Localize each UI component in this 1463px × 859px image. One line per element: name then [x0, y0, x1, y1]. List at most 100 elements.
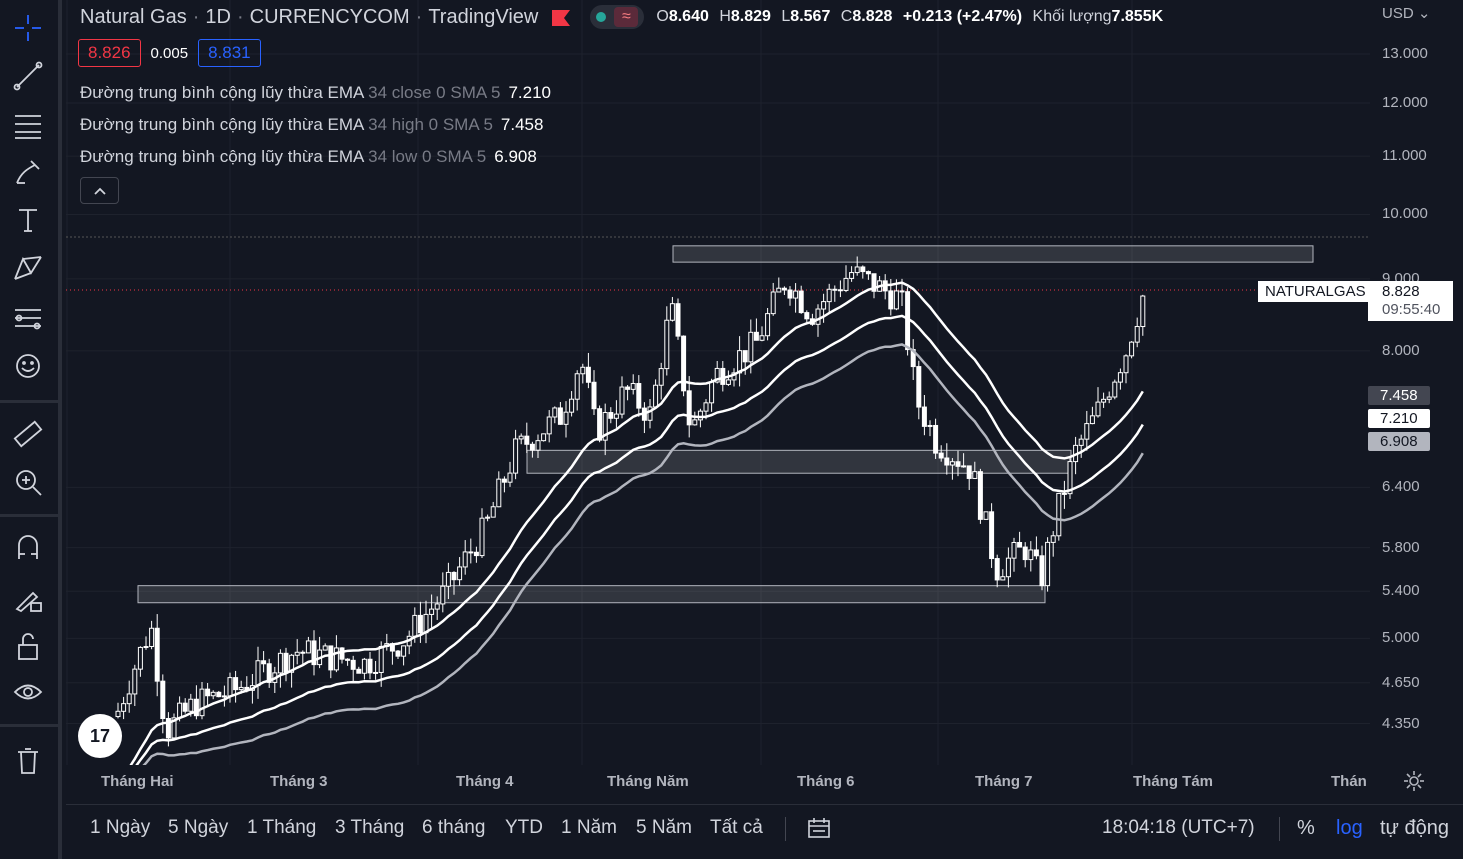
percent-toggle[interactable]: % [1297, 817, 1315, 839]
indicator-ema-low[interactable]: Đường trung bình cộng lũy thừa EMA 34 lo… [80, 147, 537, 166]
zoom-in-icon[interactable] [6, 462, 50, 502]
candle-body [401, 645, 407, 657]
candle-body [580, 366, 586, 375]
candle-body [753, 331, 759, 341]
crosshair-icon[interactable] [6, 8, 50, 48]
zone-rectangle [526, 449, 1072, 474]
candle-body [1084, 423, 1090, 440]
candle-body [1056, 492, 1062, 537]
interval-label[interactable]: 1D [205, 5, 231, 28]
emoji-icon[interactable] [6, 346, 50, 386]
candle-body [916, 366, 922, 408]
brush-icon[interactable] [6, 152, 50, 192]
eye-icon[interactable] [6, 672, 50, 712]
fib-retracement-icon[interactable] [6, 104, 50, 144]
gear-icon[interactable] [1403, 770, 1425, 792]
range-1m[interactable]: 1 Tháng [247, 817, 317, 838]
candle-body [1005, 557, 1011, 578]
candle-body [737, 350, 743, 374]
candle-body [1106, 396, 1112, 400]
candle-body [865, 271, 871, 275]
candle-body [961, 465, 967, 468]
trend-line-icon[interactable] [6, 56, 50, 96]
auto-toggle[interactable]: tự động [1380, 817, 1449, 839]
market-status-pill[interactable]: ≈ [590, 5, 645, 29]
symbol-name[interactable]: Natural Gas [80, 5, 187, 28]
candle-body [658, 368, 664, 386]
range-ytd[interactable]: YTD [505, 817, 543, 838]
range-3m[interactable]: 3 Tháng [335, 817, 405, 838]
candle-body [714, 367, 720, 383]
candle-body [563, 411, 569, 425]
candle-body [356, 668, 362, 674]
magnet-icon[interactable] [6, 528, 50, 568]
collapse-legend-button[interactable] [80, 177, 119, 204]
lock-icon[interactable] [6, 626, 50, 666]
candle-body [1095, 401, 1101, 417]
log-toggle[interactable]: log [1336, 817, 1363, 839]
date-range-icon[interactable] [807, 817, 831, 839]
candle-body [451, 571, 457, 581]
candle-body [697, 410, 703, 421]
price-tick-label: 4.350 [1382, 714, 1420, 732]
pattern-icon[interactable] [6, 248, 50, 288]
price-tick-label: 12.000 [1382, 93, 1428, 111]
bottom-toolbar: 1 Ngày 5 Ngày 1 Tháng 3 Tháng 6 tháng YT… [66, 804, 1463, 859]
candle-body [843, 277, 849, 291]
candle-body [143, 646, 149, 649]
text-icon[interactable] [6, 200, 50, 240]
candle-body [501, 478, 507, 483]
candle-body [300, 651, 306, 654]
candle-body [849, 272, 855, 279]
divider [785, 817, 786, 841]
candle-body [485, 516, 491, 519]
flag-icon[interactable] [552, 9, 571, 26]
price-tick-label: 13.000 [1382, 45, 1428, 62]
candle-body [205, 688, 211, 697]
toolbar-divider [0, 724, 62, 727]
prediction-icon[interactable] [6, 298, 50, 338]
candle-body [989, 511, 995, 560]
candle-body [126, 693, 132, 705]
range-5d[interactable]: 5 Ngày [168, 817, 229, 838]
candle-body [429, 608, 435, 615]
candle-body [283, 652, 289, 673]
candle-body [686, 390, 692, 426]
title-separator: · [415, 5, 423, 28]
lock-drawing-icon[interactable] [6, 578, 50, 618]
tradingview-logo[interactable]: 17 [78, 714, 122, 758]
ema-close-line [135, 314, 1144, 765]
candle-body [899, 290, 905, 293]
range-6m[interactable]: 6 tháng [422, 817, 486, 838]
range-5y[interactable]: 5 Năm [636, 817, 692, 838]
range-1d[interactable]: 1 Ngày [90, 817, 151, 838]
candle-body [776, 287, 782, 293]
indicator-ema-close[interactable]: Đường trung bình cộng lũy thừa EMA 34 cl… [80, 83, 551, 102]
market-open-icon [596, 12, 607, 22]
candle-body [798, 290, 804, 314]
range-all[interactable]: Tất cả [710, 817, 763, 838]
spread-value: 0.005 [150, 44, 189, 62]
candle-body [1000, 576, 1006, 581]
candle-body [1129, 341, 1135, 357]
sell-button[interactable]: 8.826 [78, 39, 141, 67]
price-axis[interactable]: USD ⌄ 13.000 12.000 11.000 10.000 9.000 8.000… [1368, 0, 1463, 800]
buy-button[interactable]: 8.831 [198, 39, 261, 67]
currency-selector[interactable]: USD ⌄ [1382, 5, 1431, 22]
ruler-icon[interactable] [6, 414, 50, 454]
range-1y[interactable]: 1 Năm [561, 817, 617, 838]
clock-timezone[interactable]: 18:04:18 (UTC+7) [1102, 817, 1255, 838]
chart-pane[interactable] [66, 0, 1463, 800]
time-label: Thán [1331, 773, 1367, 790]
zone-rectangle [137, 585, 1046, 604]
candle-body [535, 440, 541, 451]
chart-legend: Natural Gas · 1D · CURRENCYCOM · Trading… [80, 4, 1163, 30]
candle-body [1022, 546, 1028, 561]
trash-icon[interactable] [6, 740, 50, 780]
candle-body [854, 266, 860, 274]
candle-body [994, 558, 1000, 581]
indicator-ema-high[interactable]: Đường trung bình cộng lũy thừa EMA 34 hi… [80, 115, 544, 134]
price-plot[interactable] [66, 0, 1370, 765]
volume-label: Khối lượng [1032, 8, 1112, 25]
candle-body [625, 386, 631, 390]
